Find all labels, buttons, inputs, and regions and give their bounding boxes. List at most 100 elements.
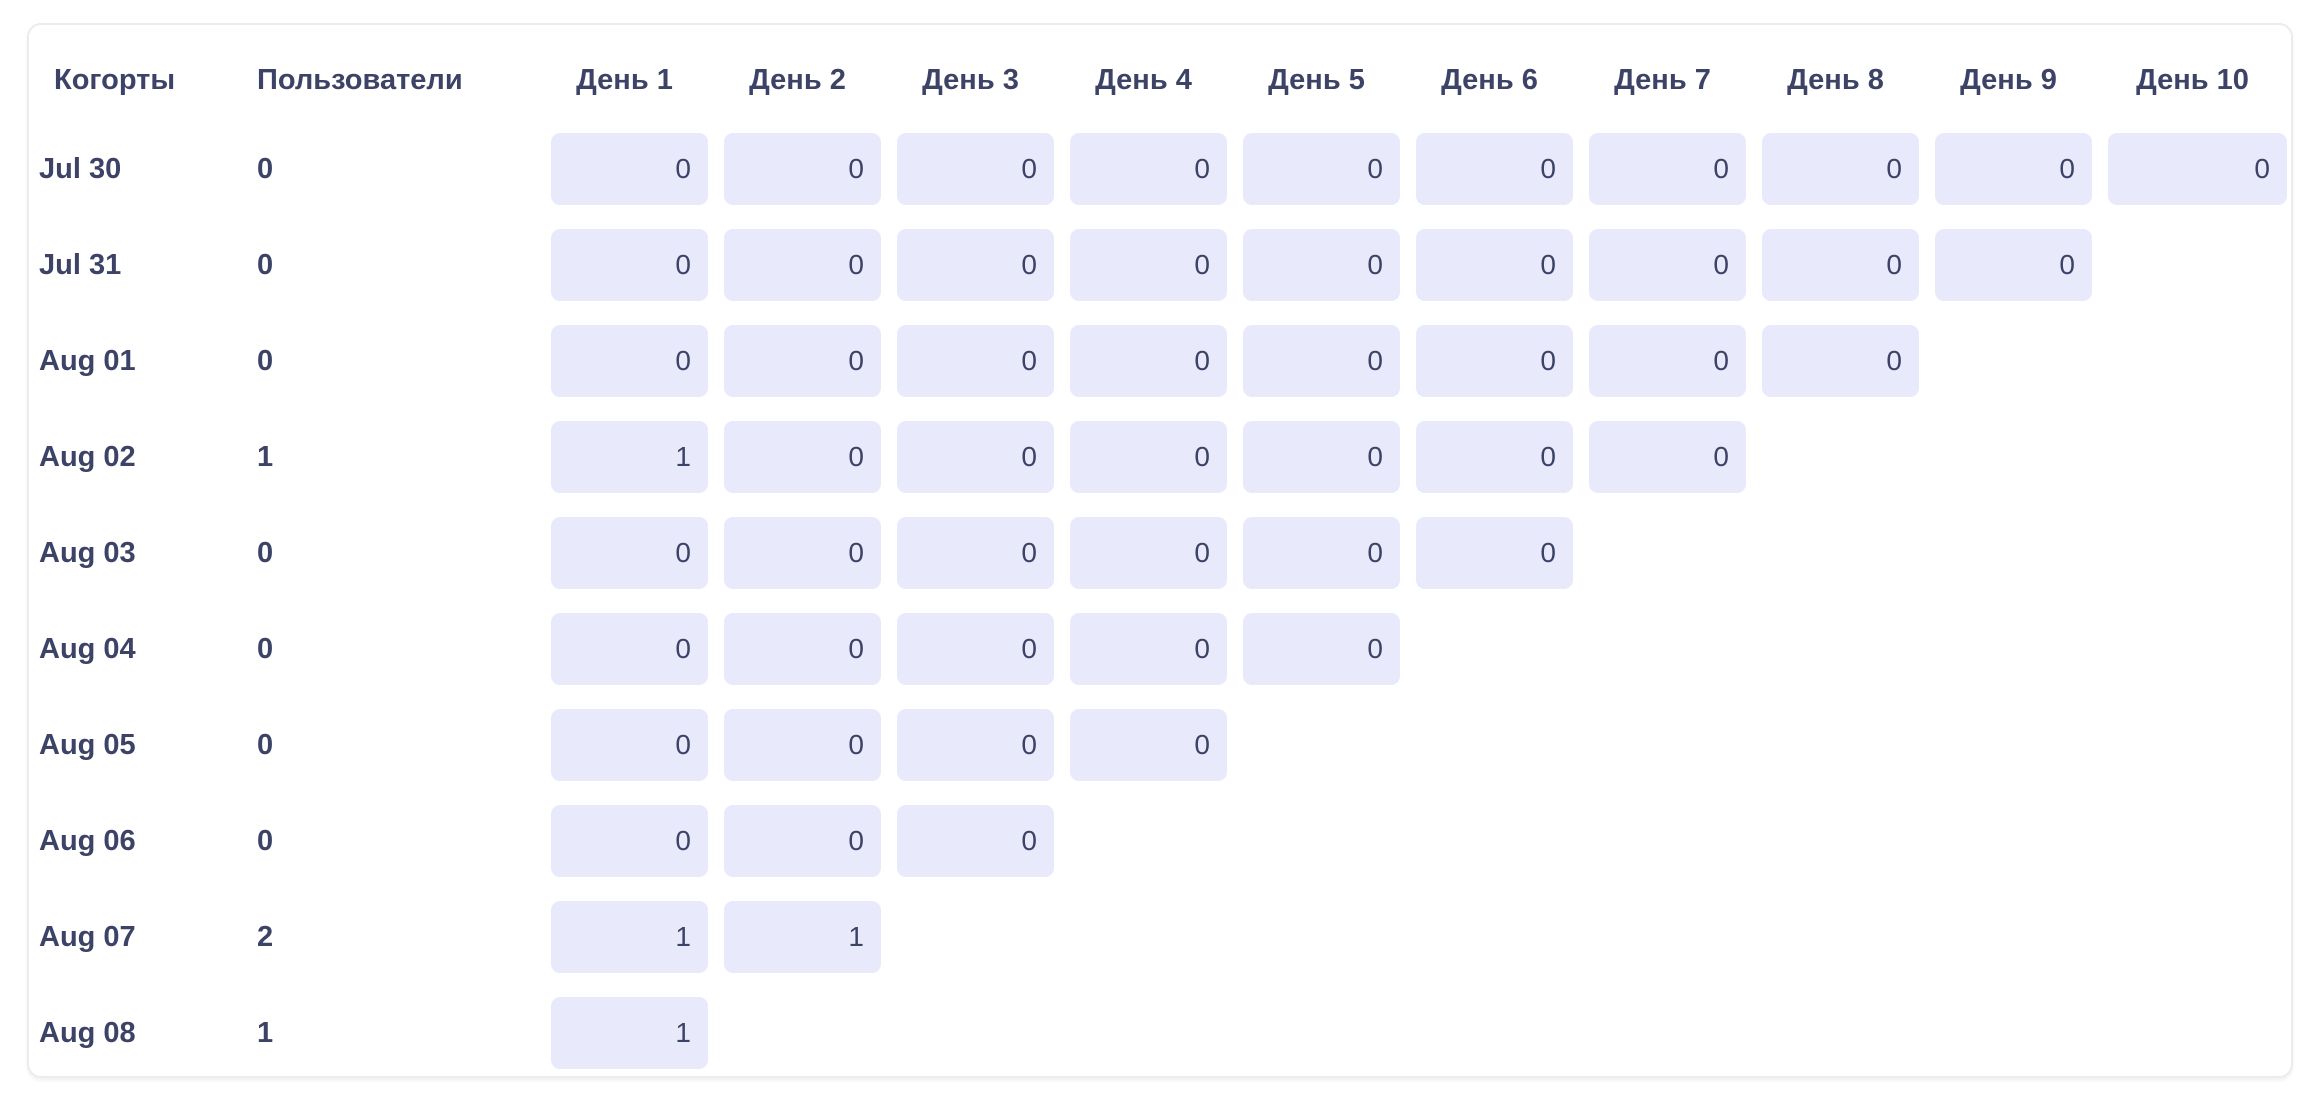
cohort-users-count: 0 — [257, 536, 274, 569]
table-row: Aug 05 0 0 0 0 0 — [39, 697, 2291, 793]
retention-cell: 0 — [1243, 421, 1400, 493]
retention-cell: 0 — [551, 133, 708, 205]
column-header-day-6: День 6 — [1441, 63, 1538, 96]
retention-cell: 0 — [1416, 517, 1573, 589]
retention-cell: 0 — [897, 229, 1054, 301]
column-header-day-7: День 7 — [1614, 63, 1711, 96]
retention-cell: 0 — [1070, 133, 1227, 205]
table-row: Aug 08 1 1 — [39, 985, 2291, 1076]
retention-cell: 0 — [897, 805, 1054, 877]
retention-cell: 0 — [1070, 421, 1227, 493]
retention-cell: 0 — [724, 325, 881, 397]
cohort-label: Aug 03 — [39, 536, 136, 569]
retention-cell: 0 — [897, 325, 1054, 397]
cohorts-table-body: Jul 30 0 0 0 0 0 0 0 0 0 0 0 Jul 31 0 0 0 0 0 0 0 0 0 0 Aug 01 0… — [39, 121, 2291, 1076]
table-row: Aug 02 1 1 0 0 0 0 0 0 — [39, 409, 2291, 505]
retention-cell: 0 — [1070, 517, 1227, 589]
retention-cell: 0 — [897, 517, 1054, 589]
retention-cell: 0 — [551, 229, 708, 301]
cohort-label: Jul 31 — [39, 248, 122, 281]
retention-cell: 1 — [724, 901, 881, 973]
retention-cell: 0 — [1070, 709, 1227, 781]
table-row: Aug 04 0 0 0 0 0 0 — [39, 601, 2291, 697]
column-header-day-8: День 8 — [1787, 63, 1884, 96]
cohort-label: Jul 30 — [39, 152, 122, 185]
cohort-label: Aug 07 — [39, 920, 136, 953]
retention-cell: 0 — [1762, 325, 1919, 397]
cohort-users-count: 1 — [257, 1016, 274, 1049]
cohort-users-count: 0 — [257, 632, 274, 665]
retention-cell: 0 — [1762, 229, 1919, 301]
table-row: Jul 31 0 0 0 0 0 0 0 0 0 0 — [39, 217, 2291, 313]
cohort-label: Aug 02 — [39, 440, 136, 473]
column-header-day-4: День 4 — [1095, 63, 1192, 96]
retention-cell: 0 — [897, 133, 1054, 205]
retention-cell: 0 — [1589, 229, 1746, 301]
cohort-label: Aug 08 — [39, 1016, 136, 1049]
retention-cell: 1 — [551, 421, 708, 493]
cohort-label: Aug 04 — [39, 632, 136, 665]
column-header-day-2: День 2 — [749, 63, 846, 96]
retention-cell: 0 — [551, 517, 708, 589]
cohort-users-count: 0 — [257, 824, 274, 857]
cohorts-table-header: Когорты Пользователи День 1 День 2 День … — [39, 39, 2291, 121]
retention-cell: 0 — [551, 709, 708, 781]
retention-cell: 0 — [897, 709, 1054, 781]
cohort-users-count: 0 — [257, 344, 274, 377]
retention-cell: 0 — [1070, 325, 1227, 397]
retention-cell: 0 — [1935, 133, 2092, 205]
retention-cell: 0 — [1243, 229, 1400, 301]
retention-cell: 0 — [1243, 613, 1400, 685]
retention-cell: 0 — [1416, 229, 1573, 301]
retention-cell: 1 — [551, 997, 708, 1069]
table-row: Aug 01 0 0 0 0 0 0 0 0 0 — [39, 313, 2291, 409]
retention-cell: 0 — [1070, 613, 1227, 685]
retention-cell: 0 — [2108, 133, 2287, 205]
cohort-users-count: 2 — [257, 920, 274, 953]
retention-cell: 0 — [1416, 421, 1573, 493]
column-header-day-1: День 1 — [576, 63, 673, 96]
cohort-label: Aug 05 — [39, 728, 136, 761]
retention-cell: 0 — [551, 613, 708, 685]
cohort-users-count: 0 — [257, 152, 274, 185]
column-header-day-10: День 10 — [2136, 63, 2249, 96]
retention-cell: 0 — [897, 421, 1054, 493]
retention-cell: 0 — [1243, 517, 1400, 589]
column-header-day-9: День 9 — [1960, 63, 2057, 96]
retention-cell: 0 — [1762, 133, 1919, 205]
column-header-day-3: День 3 — [922, 63, 1019, 96]
retention-cell: 0 — [1589, 133, 1746, 205]
table-row: Jul 30 0 0 0 0 0 0 0 0 0 0 0 — [39, 121, 2291, 217]
retention-cell: 0 — [724, 709, 881, 781]
retention-cell: 0 — [724, 517, 881, 589]
cohort-users-count: 0 — [257, 248, 274, 281]
retention-cell: 0 — [1589, 421, 1746, 493]
retention-cell: 0 — [724, 421, 881, 493]
retention-cell: 0 — [724, 133, 881, 205]
cohort-label: Aug 06 — [39, 824, 136, 857]
table-row: Aug 07 2 1 1 — [39, 889, 2291, 985]
cohorts-table-card: Когорты Пользователи День 1 День 2 День … — [27, 23, 2293, 1078]
table-row: Aug 03 0 0 0 0 0 0 0 — [39, 505, 2291, 601]
retention-cell: 0 — [724, 229, 881, 301]
retention-cell: 0 — [724, 805, 881, 877]
retention-cell: 0 — [1416, 325, 1573, 397]
cohort-label: Aug 01 — [39, 344, 136, 377]
retention-cell: 0 — [551, 325, 708, 397]
retention-cell: 0 — [897, 613, 1054, 685]
retention-cell: 0 — [1070, 229, 1227, 301]
retention-cell: 0 — [1243, 133, 1400, 205]
column-header-users: Пользователи — [257, 63, 463, 96]
retention-cell: 0 — [1589, 325, 1746, 397]
retention-cell: 0 — [724, 613, 881, 685]
cohort-users-count: 1 — [257, 440, 274, 473]
retention-cell: 0 — [1416, 133, 1573, 205]
retention-cell: 1 — [551, 901, 708, 973]
column-header-cohorts: Когорты — [54, 63, 176, 96]
cohort-users-count: 0 — [257, 728, 274, 761]
table-row: Aug 06 0 0 0 0 — [39, 793, 2291, 889]
retention-cell: 0 — [551, 805, 708, 877]
column-header-day-5: День 5 — [1268, 63, 1365, 96]
retention-cell: 0 — [1935, 229, 2092, 301]
